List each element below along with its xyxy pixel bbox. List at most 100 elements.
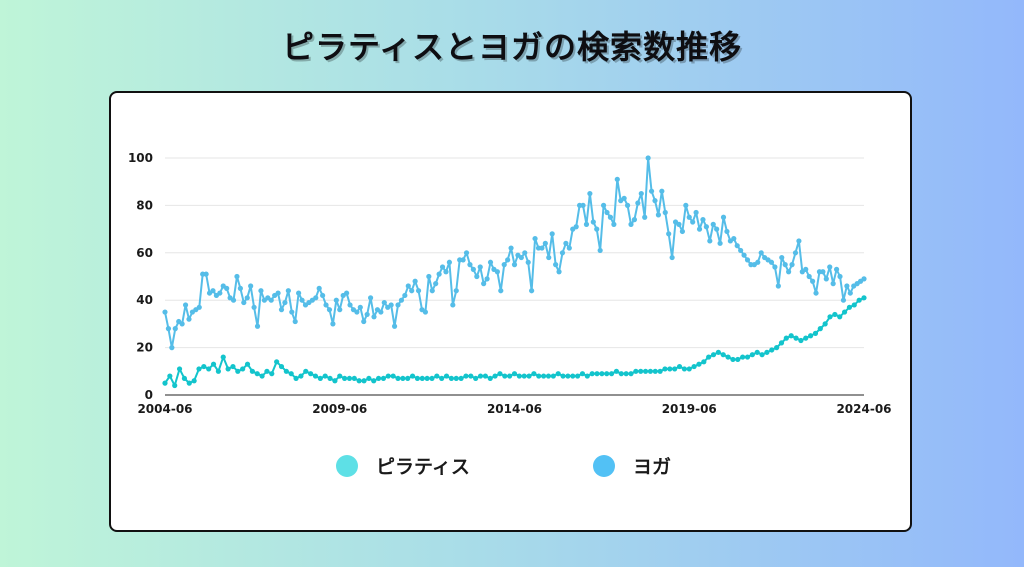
data-point-yoga	[254, 323, 261, 329]
data-point-pilates	[618, 371, 624, 377]
data-point-yoga	[833, 266, 840, 272]
data-point-pilates	[274, 359, 280, 365]
data-point-pilates	[633, 368, 639, 374]
data-point-pilates	[230, 363, 236, 370]
data-point-yoga	[542, 240, 548, 246]
data-point-pilates	[628, 371, 634, 377]
data-point-pilates	[492, 373, 498, 379]
data-point-pilates	[346, 375, 353, 382]
data-point-yoga	[590, 219, 596, 225]
data-point-yoga	[474, 273, 480, 280]
data-point-yoga	[820, 269, 826, 275]
legend-item-pilates[interactable]: ピラティス	[336, 452, 470, 479]
data-point-pilates	[681, 366, 688, 372]
data-point-pilates	[191, 378, 197, 384]
x-tick-label-2004-06: 2004-06	[137, 402, 192, 416]
data-point-yoga	[703, 224, 709, 230]
data-point-yoga	[439, 264, 446, 270]
data-point-yoga	[806, 273, 812, 280]
data-point-pilates	[696, 361, 702, 367]
axes: 0 20 40 60 80 100 2004-06 2009-06 2014-06 2019-06…	[128, 151, 892, 416]
data-point-yoga	[179, 321, 185, 327]
data-point-pilates	[759, 352, 765, 358]
data-point-yoga	[624, 202, 631, 208]
data-point-yoga	[364, 311, 370, 318]
data-point-pilates	[531, 371, 537, 377]
data-point-yoga	[604, 209, 610, 216]
data-point-yoga	[217, 290, 223, 296]
data-point-pilates	[594, 371, 600, 377]
data-point-yoga	[837, 273, 843, 280]
data-point-pilates	[861, 295, 867, 301]
data-point-yoga	[371, 314, 377, 320]
data-point-pilates	[473, 375, 479, 382]
data-point-yoga	[772, 264, 778, 270]
data-point-pilates	[657, 368, 663, 374]
data-point-pilates	[390, 373, 396, 379]
data-point-yoga	[731, 235, 737, 242]
data-point-pilates	[846, 304, 853, 310]
x-tick-label-2009-06: 2009-06	[312, 402, 367, 416]
data-point-pilates	[735, 356, 741, 363]
data-point-yoga	[234, 273, 240, 280]
data-point-pilates	[269, 371, 275, 377]
data-point-pilates	[414, 375, 421, 382]
data-point-yoga	[241, 299, 247, 306]
data-point-yoga	[768, 259, 775, 265]
data-point-yoga	[734, 243, 740, 249]
data-point-yoga	[446, 259, 452, 265]
data-point-yoga	[196, 304, 202, 310]
data-point-pilates	[375, 375, 382, 382]
data-point-yoga	[720, 214, 727, 220]
data-point-yoga	[532, 235, 538, 242]
data-point-yoga	[282, 299, 288, 306]
data-point-pilates	[264, 368, 270, 374]
data-point-yoga	[460, 257, 466, 263]
legend-label-pilates: ピラティス	[376, 456, 470, 478]
data-point-yoga	[268, 297, 274, 303]
data-point-pilates	[361, 378, 367, 384]
data-point-yoga	[628, 221, 634, 227]
data-point-pilates	[812, 330, 819, 336]
data-point-pilates	[521, 373, 527, 379]
data-point-pilates	[701, 359, 707, 365]
data-point-yoga	[666, 231, 672, 237]
data-point-yoga	[755, 259, 761, 265]
data-point-yoga	[563, 240, 569, 246]
data-point-pilates	[715, 349, 721, 355]
data-point-pilates	[249, 368, 255, 374]
data-point-yoga	[511, 262, 518, 268]
data-point-pilates	[672, 366, 678, 372]
data-point-yoga	[775, 283, 781, 289]
data-point-yoga	[289, 309, 295, 315]
data-point-pilates	[764, 349, 770, 355]
data-point-yoga	[556, 269, 562, 275]
data-point-pilates	[293, 375, 299, 382]
data-point-yoga	[391, 323, 398, 329]
data-point-yoga	[840, 297, 847, 303]
y-tick-label-20: 20	[136, 341, 153, 355]
legend-item-yoga[interactable]: ヨガ	[593, 452, 671, 479]
data-point-pilates	[186, 380, 192, 386]
data-point-pilates	[395, 375, 401, 382]
data-point-pilates	[720, 352, 726, 358]
data-point-yoga	[659, 188, 665, 194]
data-point-yoga	[652, 198, 658, 204]
data-point-pilates	[502, 373, 508, 379]
data-point-pilates	[808, 333, 814, 339]
data-point-yoga	[169, 345, 175, 351]
data-point-yoga	[693, 209, 699, 216]
data-point-yoga	[789, 262, 795, 268]
data-point-pilates	[565, 373, 571, 379]
data-point-yoga	[525, 259, 531, 265]
data-point-pilates	[783, 335, 789, 341]
data-point-yoga	[203, 271, 209, 277]
data-point-yoga	[367, 295, 374, 301]
data-point-pilates	[342, 375, 348, 382]
data-point-yoga	[614, 176, 620, 182]
y-tick-label-100: 100	[128, 151, 153, 165]
data-point-pilates	[366, 375, 372, 382]
data-point-yoga	[717, 240, 723, 246]
grid-lines	[165, 157, 864, 349]
data-point-yoga	[436, 271, 442, 277]
